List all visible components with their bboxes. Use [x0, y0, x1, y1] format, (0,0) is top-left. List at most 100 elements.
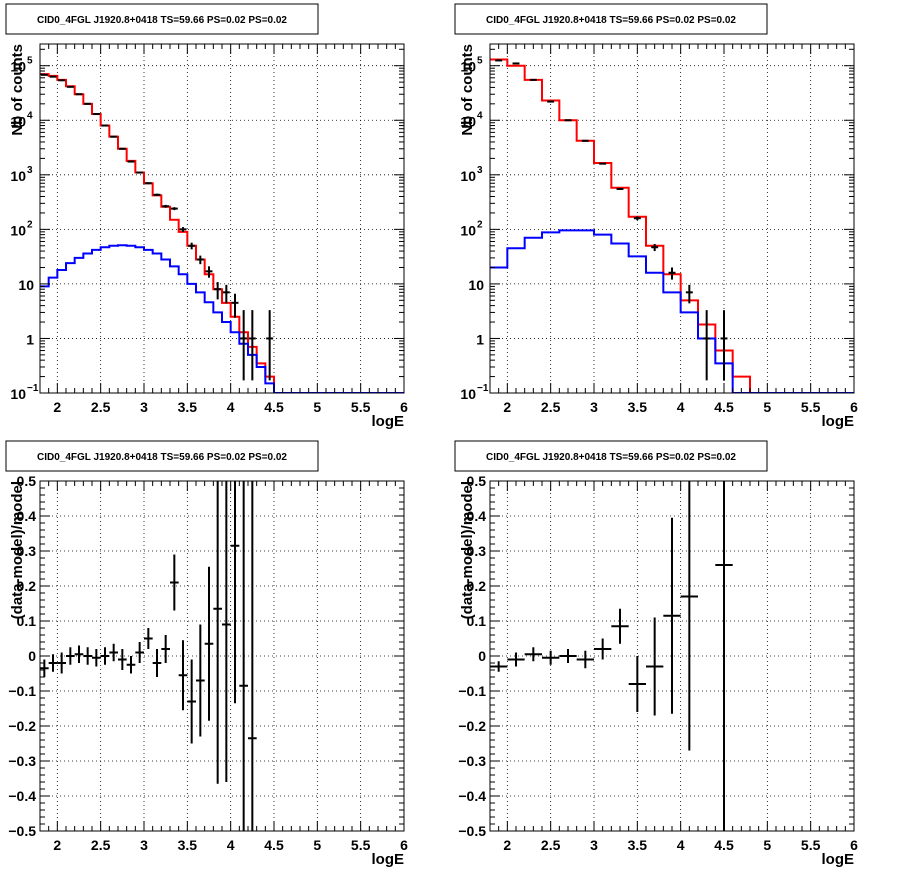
- y-tick-label: −0.4: [8, 788, 36, 804]
- data-point: [118, 649, 127, 670]
- data-point: [628, 656, 646, 712]
- data-point: [594, 638, 612, 660]
- data-point: [668, 267, 676, 280]
- data-point: [188, 242, 196, 250]
- data-point: [248, 310, 256, 381]
- y-tick-label: 0.1: [17, 613, 37, 629]
- y-tick-label: 0.2: [467, 578, 487, 594]
- data-point: [524, 647, 542, 662]
- data-point: [581, 139, 589, 142]
- data-layer: [40, 73, 404, 393]
- data-point: [204, 566, 214, 721]
- y-tick-label: −0.5: [8, 823, 36, 839]
- x-tick-label: 4.5: [714, 399, 734, 415]
- x-tick-label: 3: [590, 837, 598, 853]
- y-tick-label-base: 10: [10, 113, 26, 129]
- data-point: [57, 652, 66, 674]
- x-tick-label: 5: [313, 837, 321, 853]
- x-tick-label: 4.5: [264, 837, 284, 853]
- data-point: [703, 310, 711, 381]
- y-tick-label-exponent: 2: [477, 219, 483, 230]
- x-tick-label: 5.5: [801, 837, 821, 853]
- x-tick-label: 5.5: [351, 399, 371, 415]
- y-tick-label-base: 10: [460, 168, 476, 184]
- y-tick-label: −0.3: [8, 753, 36, 769]
- data-point: [663, 517, 681, 714]
- title-box: [454, 440, 768, 472]
- x-tick-label: 2.5: [541, 399, 561, 415]
- x-axis-title: logE: [372, 851, 405, 868]
- y-tick-label: −0.2: [458, 718, 486, 734]
- title-box: [5, 3, 319, 35]
- y-tick-label-base: 10: [18, 277, 34, 293]
- data-point: [490, 661, 508, 672]
- x-tick-label: 2.5: [91, 837, 111, 853]
- y-tick-label-exponent: 4: [27, 110, 33, 121]
- y-tick-label-exponent: 5: [477, 56, 483, 67]
- y-tick-label-exponent: 4: [477, 110, 483, 121]
- data-point: [720, 310, 728, 381]
- y-tick-label: −0.3: [458, 753, 486, 769]
- data-point: [646, 617, 664, 716]
- x-tick-label: 6: [400, 399, 408, 415]
- y-tick-label-base: 10: [460, 386, 476, 402]
- data-layer: [490, 58, 854, 393]
- hist-series-blue: [490, 229, 854, 393]
- data-point: [127, 160, 135, 163]
- title-box: [5, 440, 319, 472]
- data-point: [222, 481, 231, 782]
- y-tick-label-base: 10: [10, 222, 26, 238]
- data-point: [266, 310, 274, 381]
- data-point: [153, 193, 161, 196]
- y-axis-title: (data-model)/model: [9, 481, 26, 619]
- x-tick-label: 6: [850, 399, 858, 415]
- y-tick-label-base: 10: [460, 59, 476, 75]
- data-point: [92, 649, 101, 667]
- x-tick-label: 3.5: [178, 399, 198, 415]
- data-point: [248, 481, 257, 831]
- data-point: [178, 640, 188, 711]
- x-tick-label: 6: [850, 837, 858, 853]
- x-tick-label: 4: [227, 399, 235, 415]
- y-tick-label: −0.1: [8, 683, 36, 699]
- y-tick-label: 0.1: [467, 613, 487, 629]
- y-tick-label: 0.5: [467, 473, 487, 489]
- data-point: [144, 182, 152, 185]
- data-point: [196, 255, 204, 265]
- data-point: [161, 635, 170, 663]
- y-tick-label-exponent: 2: [27, 219, 33, 230]
- x-tick-label: 2: [503, 837, 511, 853]
- y-axis-title: Nb of counts: [9, 44, 26, 136]
- x-tick-label: 5.5: [801, 399, 821, 415]
- data-point: [135, 642, 144, 663]
- x-tick-label: 5: [763, 399, 771, 415]
- x-tick-label: 4.5: [264, 399, 284, 415]
- data-point: [240, 310, 248, 381]
- y-tick-label-base: 10: [468, 277, 484, 293]
- data-point: [685, 284, 693, 304]
- y-tick-label: −0.1: [458, 683, 486, 699]
- y-tick-label-exponent: −1: [27, 383, 39, 394]
- x-tick-label: 2: [503, 399, 511, 415]
- x-tick-label: 5: [763, 837, 771, 853]
- data-point: [179, 227, 187, 232]
- data-point: [144, 628, 153, 649]
- x-tick-label: 4: [677, 399, 685, 415]
- data-point: [126, 656, 136, 674]
- plot-area: [490, 44, 854, 393]
- y-tick-label-base: 10: [10, 386, 26, 402]
- data-point: [214, 282, 222, 300]
- y-tick-label: 0: [478, 648, 486, 664]
- y-tick-label: 0.5: [17, 473, 37, 489]
- data-point: [196, 624, 205, 737]
- data-point: [230, 481, 240, 704]
- x-tick-label: 4.5: [714, 837, 734, 853]
- y-tick-label-base: 10: [10, 59, 26, 75]
- x-tick-label: 2: [53, 399, 61, 415]
- y-tick-label-base: 10: [460, 113, 476, 129]
